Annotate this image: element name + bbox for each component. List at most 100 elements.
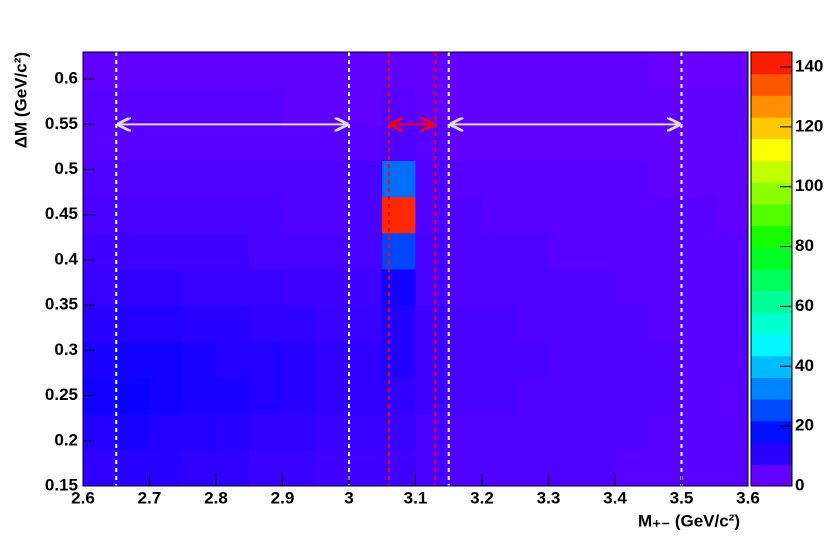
heat-cell xyxy=(581,341,616,378)
heat-cell xyxy=(83,52,117,89)
heat-cell xyxy=(315,88,350,125)
heat-cell xyxy=(581,52,616,89)
heat-cell xyxy=(448,269,483,306)
heat-cell xyxy=(315,124,350,161)
heat-cell xyxy=(448,52,483,89)
heat-cell xyxy=(382,52,416,89)
heat-cell xyxy=(448,196,483,234)
heat-cell xyxy=(515,88,549,125)
heat-cell xyxy=(714,196,749,234)
z-tick-label: 0 xyxy=(795,475,804,494)
heat-cell xyxy=(415,196,450,234)
heat-cell xyxy=(315,196,350,234)
heat-cell xyxy=(648,413,682,451)
heat-cell xyxy=(149,196,184,234)
x-axis-title: M₊₋ (GeV/c²) xyxy=(638,511,740,530)
heat-cell xyxy=(714,160,749,198)
heat-cell xyxy=(282,377,317,415)
y-tick-label: 0.4 xyxy=(54,249,78,268)
heat-cell xyxy=(448,124,483,161)
heat-cell xyxy=(482,305,516,342)
heat-cell xyxy=(349,160,383,198)
heat-cell xyxy=(216,269,250,306)
heat-cell xyxy=(681,232,716,270)
heat-cell xyxy=(448,160,483,198)
heat-cell xyxy=(415,269,450,306)
heat-cell xyxy=(382,449,416,487)
heat-cell xyxy=(349,377,383,415)
heat-cell xyxy=(349,269,383,306)
heat-cell xyxy=(149,305,184,342)
heat-cell xyxy=(249,413,283,451)
heat-cell xyxy=(116,232,150,270)
y-tick-label: 0.55 xyxy=(45,114,78,133)
z-tick-label: 80 xyxy=(795,236,814,255)
heat-cell xyxy=(515,196,549,234)
heat-cell xyxy=(581,160,616,198)
heat-cell xyxy=(681,124,716,161)
heat-cell xyxy=(182,269,217,306)
heat-cell xyxy=(315,52,350,89)
heat-cell xyxy=(615,160,649,198)
heat-cell xyxy=(83,413,117,451)
heat-cell xyxy=(382,269,416,306)
heat-cell xyxy=(282,88,317,125)
heat-cell xyxy=(182,377,217,415)
y-tick-label: 0.6 xyxy=(54,69,78,88)
heat-cell xyxy=(382,160,416,198)
heat-cell xyxy=(83,88,117,125)
y-tick-label: 0.25 xyxy=(45,385,78,404)
colorbar-band xyxy=(751,203,792,227)
heat-cell xyxy=(216,377,250,415)
heat-cell xyxy=(116,196,150,234)
heat-cell xyxy=(548,124,583,161)
heat-cell xyxy=(116,124,150,161)
heat-cell xyxy=(482,232,516,270)
heat-cell xyxy=(249,196,283,234)
colorbar-band xyxy=(751,117,792,140)
heat-cell xyxy=(249,88,283,125)
heat-cell xyxy=(581,88,616,125)
colorbar-band xyxy=(751,377,792,400)
colorbar-band xyxy=(751,138,792,161)
heat-cell xyxy=(415,449,450,487)
heat-cell xyxy=(515,305,549,342)
heat-cell xyxy=(581,305,616,342)
heat-cell xyxy=(548,160,583,198)
heat-cell xyxy=(648,449,682,487)
heat-cell xyxy=(515,341,549,378)
x-tick-label: 3.6 xyxy=(736,488,760,507)
heat-cell xyxy=(182,449,217,487)
heat-cell xyxy=(83,124,117,161)
heat-cell xyxy=(282,160,317,198)
heat-cell xyxy=(349,196,383,234)
colorbar-frame xyxy=(750,51,793,487)
heat-cell xyxy=(116,377,150,415)
heat-cell xyxy=(282,269,317,306)
heat-cell xyxy=(216,232,250,270)
z-tick-label: 120 xyxy=(795,116,823,135)
heat-cell xyxy=(182,196,217,234)
colorbar-band xyxy=(751,182,792,205)
heat-cell xyxy=(714,377,749,415)
y-tick-label: 0.35 xyxy=(45,295,78,314)
heat-cell xyxy=(615,269,649,306)
heat-cell xyxy=(415,341,450,378)
heat-cell xyxy=(315,160,350,198)
heat-cell xyxy=(182,413,217,451)
heat-cell xyxy=(648,232,682,270)
heat-cell xyxy=(182,341,217,378)
heat-cell xyxy=(482,413,516,451)
heat-cell xyxy=(548,341,583,378)
heat-cell xyxy=(714,232,749,270)
heat-cell xyxy=(482,196,516,234)
heat-cell xyxy=(648,88,682,125)
heat-cell xyxy=(249,449,283,487)
heat-cell xyxy=(515,232,549,270)
heat-cell xyxy=(681,196,716,234)
colorbar-band xyxy=(751,442,792,465)
heat-cell xyxy=(681,377,716,415)
heat-cell xyxy=(482,88,516,125)
heat-cell xyxy=(415,52,450,89)
